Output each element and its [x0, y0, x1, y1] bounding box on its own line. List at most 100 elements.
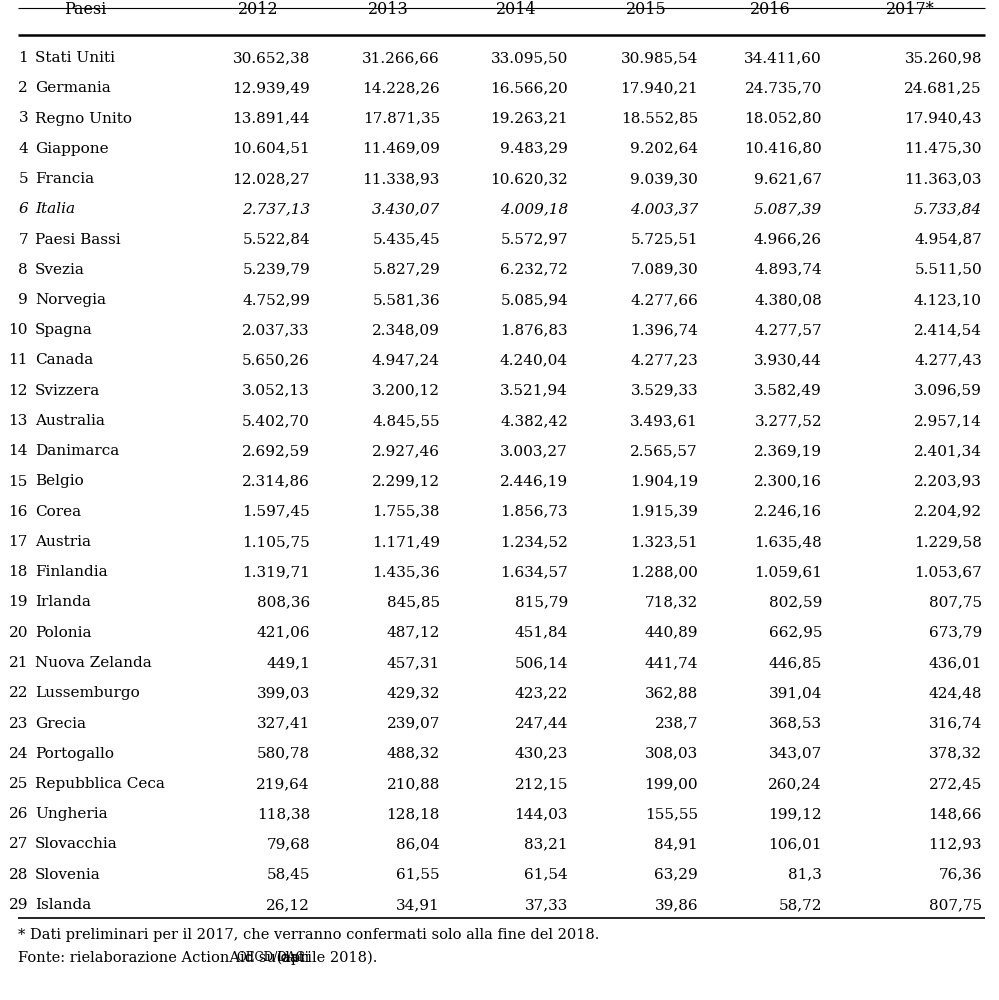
Text: 79,68: 79,68	[267, 838, 310, 852]
Text: 25: 25	[9, 777, 28, 791]
Text: Polonia: Polonia	[35, 626, 92, 640]
Text: 219,64: 219,64	[257, 777, 310, 791]
Text: 4.123,10: 4.123,10	[914, 293, 982, 307]
Text: 2.565,57: 2.565,57	[630, 444, 698, 458]
Text: 39,86: 39,86	[654, 898, 698, 912]
Text: 3.003,27: 3.003,27	[500, 444, 568, 458]
Text: 10.604,51: 10.604,51	[232, 142, 310, 156]
Text: 1.755,38: 1.755,38	[373, 505, 440, 519]
Text: Grecia: Grecia	[35, 716, 86, 730]
Text: 37,33: 37,33	[524, 898, 568, 912]
Text: 1.229,58: 1.229,58	[914, 535, 982, 549]
Text: Paesi: Paesi	[64, 1, 106, 18]
Text: 7: 7	[18, 232, 28, 246]
Text: 429,32: 429,32	[387, 686, 440, 700]
Text: 440,89: 440,89	[644, 626, 698, 640]
Text: 2.957,14: 2.957,14	[914, 414, 982, 428]
Text: 272,45: 272,45	[929, 777, 982, 791]
Text: 29: 29	[9, 898, 28, 912]
Text: 4.277,66: 4.277,66	[630, 293, 698, 307]
Text: 11.475,30: 11.475,30	[904, 142, 982, 156]
Text: 2.446,19: 2.446,19	[500, 475, 568, 488]
Text: 17.871,35: 17.871,35	[363, 111, 440, 125]
Text: 18: 18	[9, 565, 28, 579]
Text: Canada: Canada	[35, 354, 93, 367]
Text: Islanda: Islanda	[35, 898, 91, 912]
Text: 2.037,33: 2.037,33	[243, 323, 310, 337]
Text: 23: 23	[9, 716, 28, 730]
Text: 155,55: 155,55	[645, 807, 698, 821]
Text: 2015: 2015	[625, 1, 666, 18]
Text: Ungheria: Ungheria	[35, 807, 108, 821]
Text: 4.382,42: 4.382,42	[500, 414, 568, 428]
Text: 673,79: 673,79	[929, 626, 982, 640]
Text: Germania: Germania	[35, 81, 111, 95]
Text: 802,59: 802,59	[768, 595, 822, 609]
Text: 63,29: 63,29	[654, 868, 698, 882]
Text: 2014: 2014	[496, 1, 536, 18]
Text: 4.009,18: 4.009,18	[500, 202, 568, 216]
Text: 3.052,13: 3.052,13	[242, 384, 310, 398]
Text: 17: 17	[9, 535, 28, 549]
Text: 16.566,20: 16.566,20	[491, 81, 568, 95]
Text: 436,01: 436,01	[928, 656, 982, 670]
Text: 1.053,67: 1.053,67	[914, 565, 982, 579]
Text: 808,36: 808,36	[257, 595, 310, 609]
Text: 18.552,85: 18.552,85	[620, 111, 698, 125]
Text: 4.380,08: 4.380,08	[754, 293, 822, 307]
Text: 399,03: 399,03	[257, 686, 310, 700]
Text: 5.402,70: 5.402,70	[242, 414, 310, 428]
Text: 815,79: 815,79	[514, 595, 568, 609]
Text: 28: 28	[9, 868, 28, 882]
Text: 1.105,75: 1.105,75	[242, 535, 310, 549]
Text: 807,75: 807,75	[929, 898, 982, 912]
Text: Repubblica Ceca: Repubblica Ceca	[35, 777, 165, 791]
Text: 488,32: 488,32	[387, 747, 440, 761]
Text: 1.435,36: 1.435,36	[373, 565, 440, 579]
Text: 4.893,74: 4.893,74	[754, 263, 822, 277]
Text: 2013: 2013	[368, 1, 409, 18]
Text: 81,3: 81,3	[788, 868, 822, 882]
Text: 2.246,16: 2.246,16	[754, 505, 822, 519]
Text: 424,48: 424,48	[928, 686, 982, 700]
Text: Corea: Corea	[35, 505, 81, 519]
Text: 1.904,19: 1.904,19	[630, 475, 698, 488]
Text: Belgio: Belgio	[35, 475, 84, 488]
Text: 2.692,59: 2.692,59	[242, 444, 310, 458]
Text: 3: 3	[18, 111, 28, 125]
Text: 487,12: 487,12	[387, 626, 440, 640]
Text: 662,95: 662,95	[768, 626, 822, 640]
Text: 1.876,83: 1.876,83	[500, 323, 568, 337]
Text: 30.985,54: 30.985,54	[620, 51, 698, 65]
Text: Australia: Australia	[35, 414, 105, 428]
Text: 446,85: 446,85	[768, 656, 822, 670]
Text: 27: 27	[9, 838, 28, 852]
Text: 1: 1	[18, 51, 28, 65]
Text: 2.204,92: 2.204,92	[914, 505, 982, 519]
Text: 24.735,70: 24.735,70	[744, 81, 822, 95]
Text: 1.171,49: 1.171,49	[372, 535, 440, 549]
Text: 22: 22	[9, 686, 28, 700]
Text: 368,53: 368,53	[769, 716, 822, 730]
Text: 34,91: 34,91	[397, 898, 440, 912]
Text: 3.582,49: 3.582,49	[754, 384, 822, 398]
Text: 451,84: 451,84	[514, 626, 568, 640]
Text: 199,00: 199,00	[644, 777, 698, 791]
Text: 24: 24	[9, 747, 28, 761]
Text: 144,03: 144,03	[514, 807, 568, 821]
Text: 4.845,55: 4.845,55	[373, 414, 440, 428]
Text: 30.652,38: 30.652,38	[233, 51, 310, 65]
Text: 260,24: 260,24	[768, 777, 822, 791]
Text: 148,66: 148,66	[928, 807, 982, 821]
Text: 2.737,13: 2.737,13	[242, 202, 310, 216]
Text: 5.581,36: 5.581,36	[373, 293, 440, 307]
Text: 2.369,19: 2.369,19	[754, 444, 822, 458]
Text: 238,7: 238,7	[654, 716, 698, 730]
Text: Spagna: Spagna	[35, 323, 93, 337]
Text: Austria: Austria	[35, 535, 91, 549]
Text: 3.277,52: 3.277,52	[754, 414, 822, 428]
Text: 5.087,39: 5.087,39	[754, 202, 822, 216]
Text: 5.435,45: 5.435,45	[373, 232, 440, 246]
Text: 1.396,74: 1.396,74	[630, 323, 698, 337]
Text: 1.319,71: 1.319,71	[242, 565, 310, 579]
